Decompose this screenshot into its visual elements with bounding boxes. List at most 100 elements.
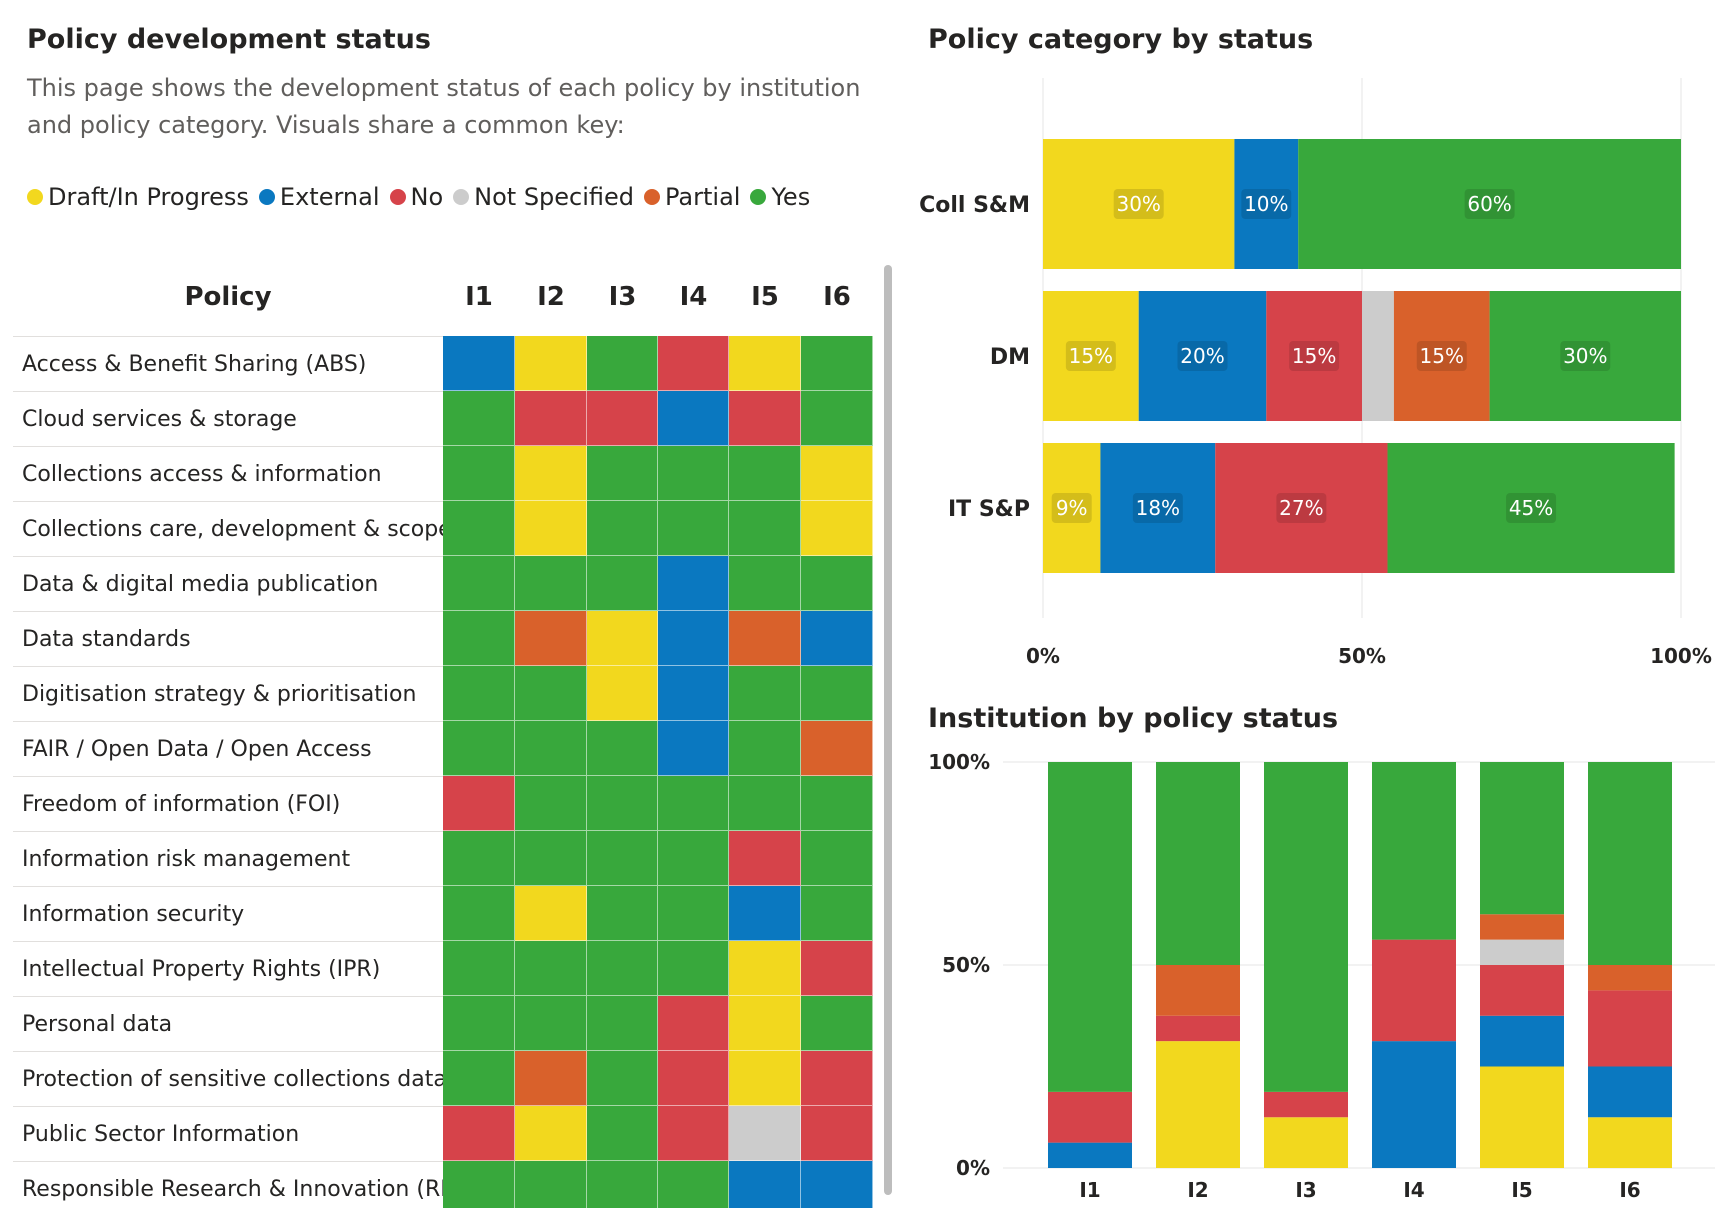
chart2-bar-segment[interactable] [1156,965,1240,1016]
status-cell-yes[interactable] [443,611,515,666]
status-cell-yes[interactable] [587,831,658,886]
status-cell-yes[interactable] [801,996,873,1051]
status-cell-yes[interactable] [801,886,873,941]
status-cell-yes[interactable] [515,556,587,611]
status-cell-no[interactable] [443,1106,515,1161]
status-cell-external[interactable] [658,721,729,776]
status-cell-yes[interactable] [515,776,587,831]
chart2-bar-segment[interactable] [1480,762,1564,915]
status-cell-no[interactable] [658,1106,729,1161]
status-cell-yes[interactable] [443,941,515,996]
status-cell-yes[interactable] [443,446,515,501]
legend-item-no[interactable]: No [389,183,443,211]
status-cell-yes[interactable] [515,721,587,776]
chart1-bar-segment[interactable] [1393,291,1490,421]
status-cell-yes[interactable] [729,776,801,831]
status-cell-yes[interactable] [443,1051,515,1106]
status-cell-yes[interactable] [443,721,515,776]
chart1-bar-segment[interactable] [1043,139,1235,269]
status-cell-external[interactable] [729,1161,801,1208]
chart2-bar-segment[interactable] [1048,762,1132,1092]
status-cell-external[interactable] [658,611,729,666]
chart1-bar-segment[interactable] [1387,443,1675,573]
status-cell-draft-in-progress[interactable] [515,1106,587,1161]
status-cell-yes[interactable] [801,666,873,721]
legend-item-yes[interactable]: Yes [750,183,810,211]
status-cell-yes[interactable] [658,446,729,501]
chart2-bar-segment[interactable] [1264,1091,1348,1118]
status-cell-yes[interactable] [801,556,873,611]
legend-item-draft-in-progress[interactable]: Draft/In Progress [27,183,249,211]
status-cell-no[interactable] [658,1051,729,1106]
status-cell-yes[interactable] [658,941,729,996]
status-cell-yes[interactable] [658,776,729,831]
chart2-bar-segment[interactable] [1588,1066,1672,1118]
status-cell-no[interactable] [801,941,873,996]
chart2-bar-segment[interactable] [1480,1066,1564,1169]
chart2-bar-segment[interactable] [1372,762,1456,940]
chart2-bar-segment[interactable] [1156,1041,1240,1168]
status-cell-external[interactable] [658,556,729,611]
status-cell-yes[interactable] [515,666,587,721]
status-cell-yes[interactable] [658,831,729,886]
status-cell-yes[interactable] [801,391,873,446]
status-cell-yes[interactable] [515,1161,587,1208]
status-cell-draft-in-progress[interactable] [515,446,587,501]
status-cell-draft-in-progress[interactable] [729,996,801,1051]
chart1-bar-segment[interactable] [1138,291,1267,421]
status-cell-no[interactable] [515,391,587,446]
chart2-bar-segment[interactable] [1156,762,1240,965]
status-cell-yes[interactable] [587,996,658,1051]
status-cell-draft-in-progress[interactable] [587,611,658,666]
status-cell-external[interactable] [658,391,729,446]
chart2-bar-segment[interactable] [1480,965,1564,1016]
chart2-bar-segment[interactable] [1480,914,1564,940]
status-cell-yes[interactable] [443,1161,515,1208]
chart2-bar-segment[interactable] [1048,1091,1132,1143]
legend-item-external[interactable]: External [258,183,380,211]
status-cell-no[interactable] [729,831,801,886]
legend-item-partial[interactable]: Partial [644,183,740,211]
chart2-bar-segment[interactable] [1264,762,1348,1092]
chart2-bar-segment[interactable] [1480,939,1564,965]
status-cell-external[interactable] [801,1161,873,1208]
status-cell-draft-in-progress[interactable] [515,336,587,391]
chart1-bar-segment[interactable] [1362,291,1394,421]
status-cell-draft-in-progress[interactable] [729,1051,801,1106]
status-cell-yes[interactable] [443,886,515,941]
status-cell-no[interactable] [801,1051,873,1106]
status-cell-draft-in-progress[interactable] [515,886,587,941]
status-cell-yes[interactable] [587,336,658,391]
status-cell-not-specified[interactable] [729,1106,801,1161]
status-cell-yes[interactable] [801,776,873,831]
chart2-bar-segment[interactable] [1588,990,1672,1067]
chart2-bar-segment[interactable] [1480,1015,1564,1067]
status-cell-draft-in-progress[interactable] [729,941,801,996]
status-cell-yes[interactable] [801,336,873,391]
chart2-bar-segment[interactable] [1372,939,1456,1042]
status-cell-yes[interactable] [587,1106,658,1161]
status-cell-yes[interactable] [587,886,658,941]
status-cell-partial[interactable] [515,611,587,666]
chart2-bar-segment[interactable] [1264,1117,1348,1168]
chart1-bar-segment[interactable] [1100,443,1216,573]
status-cell-yes[interactable] [729,721,801,776]
status-cell-no[interactable] [587,391,658,446]
chart2-bar-segment[interactable] [1588,762,1672,965]
status-cell-draft-in-progress[interactable] [587,666,658,721]
status-cell-yes[interactable] [443,831,515,886]
status-cell-no[interactable] [443,776,515,831]
status-cell-yes[interactable] [443,556,515,611]
status-cell-no[interactable] [658,336,729,391]
status-cell-yes[interactable] [587,501,658,556]
status-cell-yes[interactable] [443,391,515,446]
status-cell-draft-in-progress[interactable] [515,501,587,556]
status-cell-yes[interactable] [587,556,658,611]
chart2-bar-segment[interactable] [1048,1142,1132,1168]
legend-item-not-specified[interactable]: Not Specified [453,183,634,211]
status-cell-yes[interactable] [515,941,587,996]
status-cell-yes[interactable] [801,831,873,886]
status-cell-no[interactable] [729,391,801,446]
chart2-bar-segment[interactable] [1588,965,1672,991]
status-cell-yes[interactable] [658,501,729,556]
